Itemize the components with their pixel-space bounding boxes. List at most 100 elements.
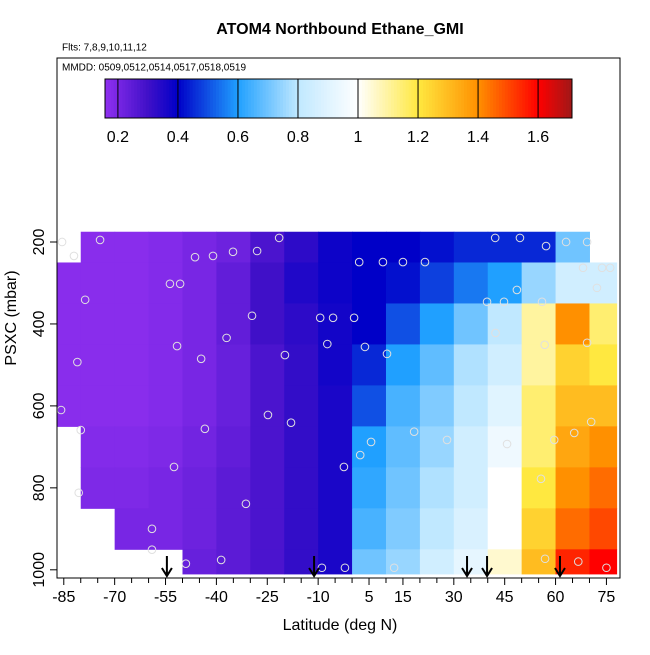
colorbar-swatch [364, 79, 369, 118]
sample-point [222, 333, 231, 343]
x-axis-label: Latitude (deg N) [283, 617, 398, 634]
sample-point [366, 437, 376, 447]
colorbar-swatch [248, 79, 252, 118]
heat-cell [419, 262, 455, 304]
colorbar-swatch [513, 79, 518, 118]
colorbar-swatch [402, 79, 407, 118]
heat-cell [182, 344, 217, 386]
colorbar-swatch [142, 79, 147, 118]
heat-cell [148, 508, 183, 550]
heat-cell [385, 508, 421, 550]
colorbar-swatch [122, 79, 126, 118]
sample-point [586, 417, 596, 427]
heat-cell [521, 385, 557, 427]
sample-point [382, 349, 392, 359]
sample-point [172, 341, 182, 351]
sample-point [57, 237, 67, 247]
sample-point [409, 427, 419, 437]
heat-cell [284, 303, 319, 345]
heat-cell [521, 508, 557, 550]
colorbar-swatch [303, 79, 307, 118]
sample-point [286, 418, 296, 427]
heat-cell [555, 303, 590, 345]
colorbar-swatch [341, 79, 345, 118]
sample-point [602, 563, 611, 573]
heat-cell [284, 549, 319, 575]
sample-point [340, 563, 350, 573]
sample-point [274, 233, 284, 243]
colorbar-swatch [475, 79, 480, 118]
heat-cell [453, 385, 489, 427]
plot-frame [56, 57, 621, 579]
colorbar-swatch [212, 79, 217, 118]
heat-cell [555, 262, 590, 304]
colorbar-swatch [335, 79, 339, 118]
heat-cell [487, 303, 523, 345]
colorbar-swatch [551, 79, 555, 118]
colorbar-swatch [569, 79, 573, 118]
heat-cell [419, 508, 455, 550]
y-tick-label: 1000 [31, 552, 48, 588]
colorbar-swatch [242, 79, 246, 118]
colorbar-swatch [180, 79, 185, 118]
heat-cell [318, 231, 353, 263]
colorbar-swatch [233, 79, 237, 118]
x-tick-label: 60 [547, 589, 565, 606]
colorbar-swatch [145, 79, 150, 118]
colorbar-swatch [140, 79, 144, 118]
heat-cell [216, 262, 251, 304]
colorbar-swatch [131, 79, 135, 118]
colorbar-swatch [466, 79, 471, 118]
heat-cell [57, 303, 82, 345]
colorbar-swatch [189, 79, 194, 118]
sample-point [175, 279, 185, 289]
sample-point [80, 295, 90, 305]
heat-cell [216, 344, 251, 386]
heat-cell [216, 508, 251, 550]
heat-cell [555, 549, 590, 575]
heat-cell [318, 549, 353, 575]
heat-cell [385, 426, 421, 468]
colorbar-swatch [446, 79, 450, 118]
heat-cell [284, 508, 319, 550]
heat-cell [453, 303, 489, 345]
colorbar-swatch [166, 79, 170, 118]
heat-cell [555, 344, 590, 386]
heat-cell [182, 508, 217, 550]
colorbar-swatch [484, 79, 488, 118]
sample-point [147, 524, 157, 534]
colorbar-swatch [496, 79, 500, 118]
colorbar-swatch [201, 79, 205, 118]
colorbar-swatch [285, 79, 290, 118]
heat-cell [216, 231, 251, 263]
heat-cell [250, 385, 285, 427]
x-tick-label: 5 [365, 589, 374, 606]
heat-cell [57, 344, 82, 386]
heat-cell [385, 344, 421, 386]
colorbar-swatch [373, 79, 377, 118]
sample-point [76, 425, 86, 435]
heat-cell [453, 344, 489, 386]
colorbar-swatch [148, 79, 153, 118]
sample-point [536, 474, 546, 484]
colorbar-swatch [539, 79, 544, 118]
sample-point [354, 257, 364, 267]
heat-cell [352, 549, 387, 575]
colorbar-swatch [105, 79, 109, 118]
colorbar-swatch [175, 79, 179, 118]
heat-cell [352, 303, 387, 345]
x-tick-label: 30 [445, 589, 463, 606]
colorbar-swatch [449, 79, 453, 118]
heat-cell [80, 303, 116, 345]
sample-point [263, 410, 273, 420]
heat-cell [318, 467, 353, 509]
colorbar-swatch [376, 79, 380, 118]
heat-cell [250, 467, 285, 509]
colorbar-swatch [396, 79, 401, 118]
heat-cell [487, 262, 523, 304]
colorbar-swatch [277, 79, 281, 118]
colorbar-swatch [434, 79, 439, 118]
heat-cell [57, 262, 82, 304]
colorbar-swatch [224, 79, 229, 118]
